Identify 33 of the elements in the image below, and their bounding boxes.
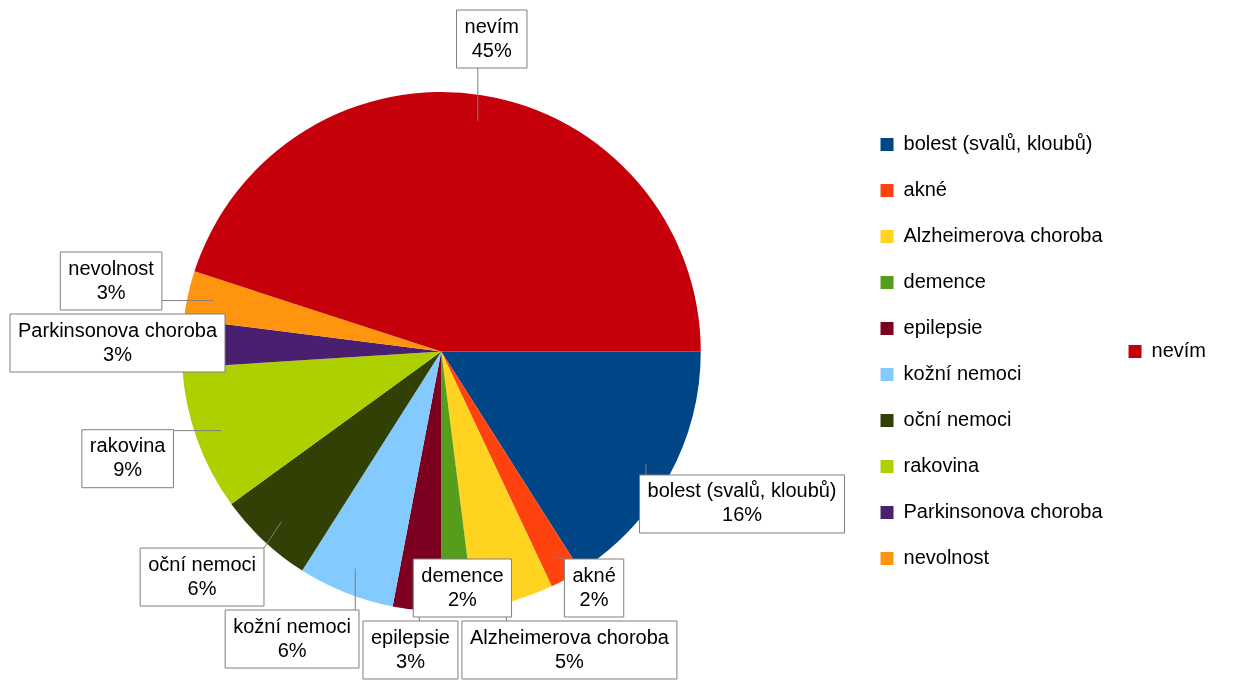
data-label: 45% bbox=[471, 38, 512, 61]
slice-label: epilepsie bbox=[370, 625, 450, 648]
legend-label: nevolnost bbox=[903, 546, 990, 569]
legend-label: kožní nemoci bbox=[903, 362, 1022, 385]
slice-label: Parkinsonova choroba bbox=[18, 318, 218, 341]
slice-label: kožní nemoci bbox=[233, 614, 351, 637]
data-label: 3% bbox=[96, 280, 126, 303]
slice-label: nevolnost bbox=[68, 256, 155, 279]
legend-label: Parkinsonova choroba bbox=[903, 500, 1104, 523]
legend-label: nevím bbox=[1151, 339, 1207, 362]
data-label: 16% bbox=[722, 503, 763, 526]
data-label: 3% bbox=[103, 342, 133, 365]
legend-label: Alzheimerova choroba bbox=[903, 224, 1104, 247]
data-label: 2% bbox=[447, 587, 478, 610]
legend-label: akné bbox=[903, 178, 947, 201]
slice-label: bolest (svalů, kloubů) bbox=[647, 479, 837, 502]
slice-label: oční nemoci bbox=[148, 552, 256, 575]
slice-label: demence bbox=[421, 563, 504, 586]
legend-label: epilepsie bbox=[903, 316, 983, 339]
data-label: 6% bbox=[187, 576, 217, 599]
legend-label: bolest (svalů, kloubů) bbox=[903, 132, 1093, 155]
data-label: 2% bbox=[579, 587, 609, 610]
legend-label: oční nemoci bbox=[903, 408, 1012, 431]
data-label: 5% bbox=[554, 649, 585, 672]
legend-label: demence bbox=[903, 270, 986, 293]
slice-label: rakovina bbox=[89, 434, 167, 457]
data-label: 6% bbox=[277, 638, 307, 661]
slice-label: nevím bbox=[464, 14, 519, 37]
legend-label: rakovina bbox=[903, 454, 980, 477]
data-label: 9% bbox=[113, 458, 143, 481]
slice-label: akné bbox=[572, 563, 616, 586]
data-label: 3% bbox=[396, 649, 426, 672]
slice-label: Alzheimerova choroba bbox=[469, 625, 670, 648]
